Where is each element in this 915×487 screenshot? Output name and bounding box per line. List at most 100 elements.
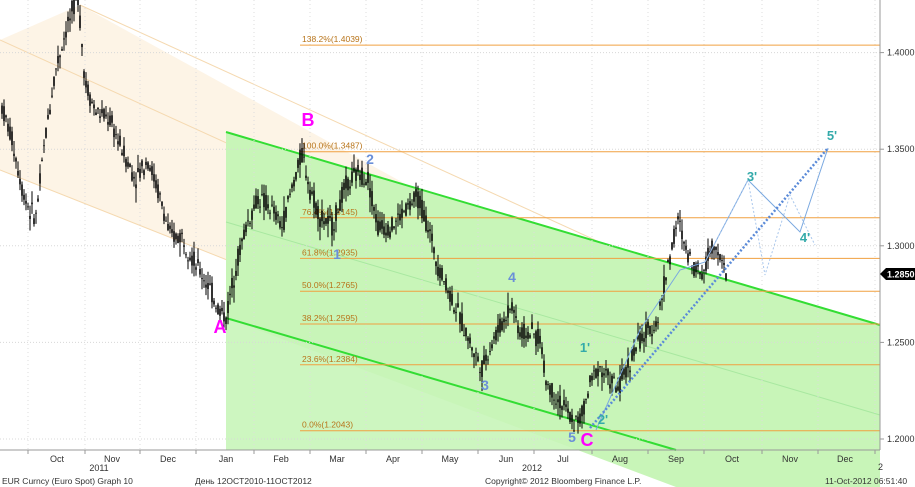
candle-body: [483, 355, 485, 365]
copyright: Copyright© 2012 Bloomberg Finance L.P.: [485, 476, 641, 486]
candle-body: [599, 366, 601, 368]
fib-label: 138.2%(1.4039): [302, 34, 363, 44]
candle-body: [93, 104, 95, 109]
candle-body: [171, 229, 173, 233]
candle-body: [141, 160, 143, 167]
candle-body: [627, 357, 629, 368]
fib-label: 0.0%(1.2043): [302, 420, 353, 430]
candle-body: [373, 206, 375, 211]
candle-body: [279, 221, 281, 228]
candle-body: [191, 255, 193, 266]
candle-body: [103, 109, 105, 119]
candle-body: [595, 368, 597, 378]
candle-body: [211, 282, 213, 303]
wave-label: 5': [827, 128, 837, 143]
candle-body: [315, 203, 317, 215]
candle-body: [469, 337, 471, 344]
candle-body: [257, 196, 259, 205]
candle-body: [31, 202, 33, 205]
candle-body: [539, 335, 541, 344]
candle-body: [295, 172, 297, 180]
candle-body: [209, 283, 211, 285]
candle-body: [511, 302, 513, 311]
candle-body: [515, 316, 517, 318]
candle-body: [381, 220, 383, 229]
candle-body: [247, 220, 249, 222]
fib-label: 61.8%(1.2935): [302, 247, 358, 257]
candle-body: [451, 293, 453, 305]
candle-body: [213, 300, 215, 305]
candle-body: [245, 224, 247, 233]
candle-body: [219, 308, 221, 316]
candle-body: [561, 406, 563, 410]
candle-body: [45, 127, 47, 138]
candle-body: [455, 311, 457, 314]
candle-body: [379, 221, 381, 231]
channel-lower-line: [225, 317, 677, 451]
candle-body: [299, 149, 301, 165]
vertical-gridlines: [27, 0, 876, 450]
candle-body: [589, 375, 591, 383]
candle-body: [241, 238, 243, 242]
candle-body: [597, 368, 599, 377]
candle-body: [113, 128, 115, 138]
wave-label: B: [302, 110, 315, 130]
candle-body: [633, 347, 635, 356]
wave-label: 2': [598, 412, 608, 427]
candle-body: [423, 209, 425, 222]
candle-body: [531, 322, 533, 329]
candle-body: [505, 320, 507, 322]
candle-body: [453, 309, 455, 313]
candle-body: [649, 325, 651, 334]
candle-body: [161, 201, 163, 206]
candle-body: [699, 272, 701, 275]
candle-body: [475, 352, 477, 354]
candle-body: [387, 224, 389, 236]
candle-body: [165, 220, 167, 222]
candle-body: [477, 356, 479, 362]
x-tick-label: May: [441, 454, 459, 464]
candle-body: [685, 245, 687, 250]
candle-body: [413, 192, 415, 202]
wave-labels: A B C 1 2 3 4 5 1' 2' 3' 4' 5': [214, 110, 838, 450]
candle-body: [613, 376, 615, 378]
candle-body: [333, 229, 335, 231]
candle-body: [263, 193, 265, 208]
candle-body: [615, 387, 617, 393]
candle-body: [23, 194, 25, 200]
candle-body: [289, 193, 291, 195]
candle-body: [471, 347, 473, 351]
candle-body: [621, 368, 623, 380]
candle-body: [65, 31, 67, 38]
candle-body: [405, 203, 407, 216]
candle-body: [33, 218, 35, 225]
candle-body: [653, 329, 655, 331]
candle-body: [83, 71, 85, 78]
candle-body: [7, 123, 9, 132]
candle-body: [401, 208, 403, 218]
candle-body: [659, 301, 661, 306]
candle-body: [3, 106, 5, 122]
candle-body: [395, 220, 397, 222]
candle-body: [487, 359, 489, 361]
candle-body: [609, 384, 611, 389]
candle-body: [177, 235, 179, 244]
candle-body: [101, 109, 103, 114]
candle-body: [625, 367, 627, 378]
candle-body: [567, 408, 569, 413]
candle-body: [391, 217, 393, 231]
candle-body: [467, 337, 469, 341]
candle-body: [337, 212, 339, 214]
candle-body: [541, 347, 543, 355]
x-tick-label: Feb: [273, 454, 289, 464]
candle-body: [501, 321, 503, 331]
candle-body: [5, 115, 7, 118]
candle-body: [583, 401, 585, 415]
candle-body: [639, 332, 641, 349]
candle-body: [711, 240, 713, 254]
wave-projection: [589, 147, 829, 431]
candle-body: [499, 318, 501, 333]
candle-body: [13, 153, 15, 157]
channel-upper-line: [225, 131, 881, 326]
candle-body: [127, 162, 129, 167]
